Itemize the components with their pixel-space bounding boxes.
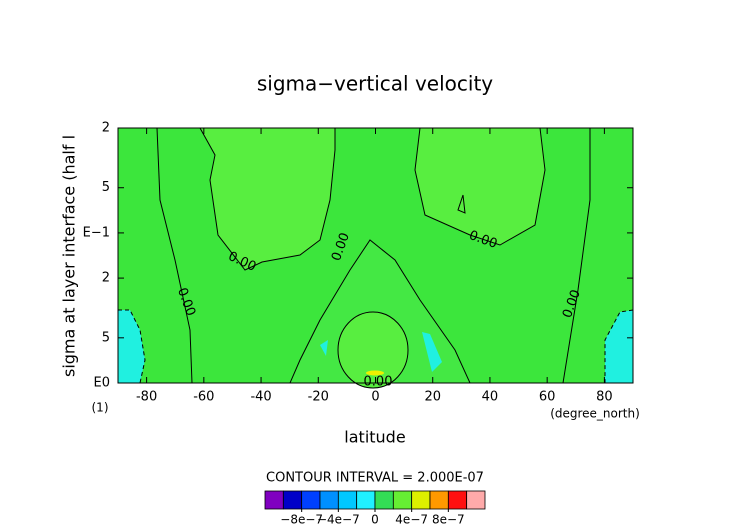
field-region	[422, 332, 442, 372]
field-region	[605, 310, 633, 383]
field-region	[290, 240, 470, 383]
contour-label: 0.00	[364, 375, 393, 390]
x-tick-label: -20	[308, 390, 329, 405]
y-tick-label: E0	[94, 376, 111, 391]
field-region	[415, 128, 545, 245]
x-axis-label: latitude	[344, 428, 405, 447]
contour-field	[118, 127, 634, 389]
y-tick-label: 5	[102, 330, 110, 345]
colorbar-tick-label: −4e−7	[317, 513, 360, 527]
x-tick-label: -60	[193, 390, 214, 405]
colorbar-swatch	[264, 490, 284, 510]
x-tick-label: -40	[250, 390, 271, 405]
colorbar-swatch	[356, 490, 376, 510]
contour-interval: CONTOUR INTERVAL = 2.000E-07	[266, 471, 484, 486]
contour-line	[337, 311, 409, 389]
field-region	[366, 370, 384, 376]
colorbar-tick-label: 0	[371, 513, 379, 527]
contour-line	[118, 309, 146, 384]
y-tick-label: E−1	[83, 225, 110, 240]
x-tick-label: 60	[539, 390, 556, 405]
colorbar-swatch	[282, 490, 303, 510]
field-region	[320, 340, 328, 356]
colorbar-swatch	[411, 490, 431, 510]
contour-line	[457, 194, 466, 214]
y-units: (1)	[92, 401, 109, 415]
contour-line	[414, 127, 546, 246]
x-units: (degree_north)	[550, 407, 640, 421]
x-tick-label: 0	[371, 390, 379, 405]
contour-line	[604, 309, 634, 383]
x-tick-label: -80	[136, 390, 157, 405]
contour-line	[199, 127, 336, 271]
y-axis-label: sigma at layer interface (half l	[60, 135, 79, 377]
x-tick-label: 20	[424, 390, 441, 405]
y-tick-label: 2	[102, 121, 110, 136]
colorbar-swatch	[374, 490, 394, 510]
chart-title: sigma−vertical velocity	[257, 72, 493, 96]
field-region	[200, 128, 335, 270]
colorbar-tick-label: 4e−7	[395, 513, 428, 527]
colorbar-swatch	[392, 490, 413, 510]
colorbar-swatch	[337, 490, 358, 510]
field-region	[118, 310, 145, 383]
colorbar-swatch	[447, 490, 468, 510]
contour-line	[289, 239, 471, 384]
field-region	[338, 312, 408, 388]
x-tick-label: 40	[482, 390, 499, 405]
colorbar-tick-label: 8e−7	[432, 513, 465, 527]
colorbar-tick-label: −8e−7	[280, 513, 323, 527]
contour-line	[562, 128, 591, 384]
contour-line	[156, 127, 193, 384]
y-tick-label: 2	[102, 271, 110, 286]
colorbar-swatch	[301, 490, 321, 510]
x-tick-label: 80	[596, 390, 613, 405]
y-tick-label: 5	[102, 180, 110, 195]
colorbar-swatch	[429, 490, 449, 510]
colorbar-swatch	[466, 490, 486, 510]
colorbar-swatch	[319, 490, 339, 510]
